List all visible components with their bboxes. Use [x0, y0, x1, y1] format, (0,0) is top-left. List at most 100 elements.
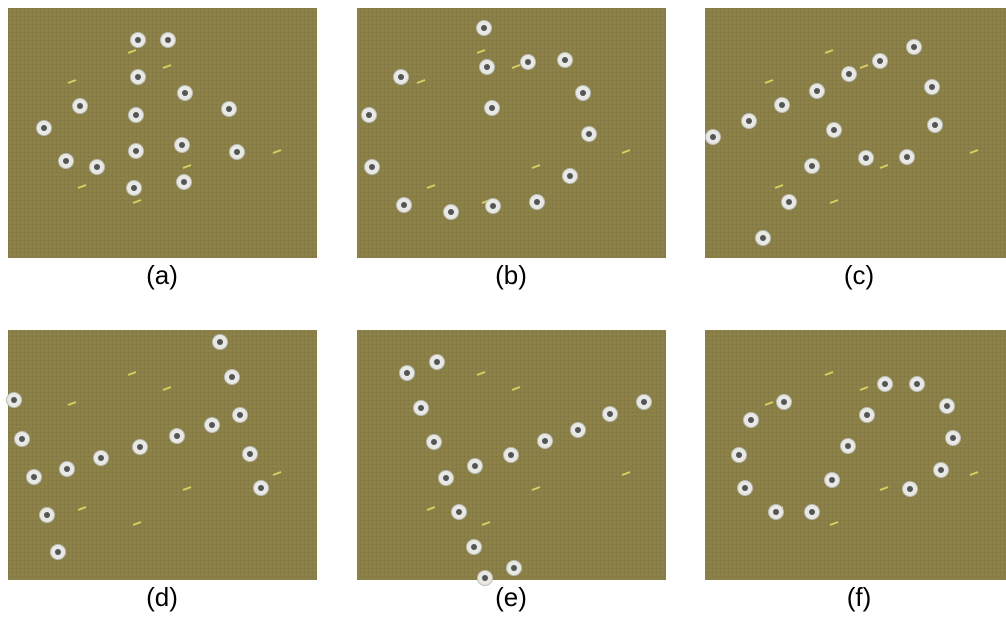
robot-center: [562, 57, 568, 63]
photo: [8, 330, 317, 580]
robot-center: [182, 90, 188, 96]
robot-center: [586, 131, 592, 137]
photo: [705, 330, 1006, 580]
robot-center: [575, 427, 581, 433]
robot-center: [511, 565, 517, 571]
robot-center: [366, 112, 372, 118]
robot-center: [55, 549, 61, 555]
robot-center: [181, 179, 187, 185]
panel-caption: (d): [146, 582, 178, 612]
robot-center: [607, 411, 613, 417]
robot-center: [786, 199, 792, 205]
photo: [705, 8, 1006, 258]
robot-center: [882, 381, 888, 387]
robot-center: [914, 381, 920, 387]
panel: (a): [8, 8, 317, 290]
robot-center: [398, 74, 404, 80]
robot-center: [863, 155, 869, 161]
robot-center: [809, 509, 815, 515]
robot-center: [542, 438, 548, 444]
robot-center: [401, 202, 407, 208]
robot-center: [877, 58, 883, 64]
robot-center: [781, 399, 787, 405]
robot-center: [131, 185, 137, 191]
robot-center: [226, 106, 232, 112]
robot-center: [484, 64, 490, 70]
panel: (c): [705, 8, 1006, 290]
robot-center: [932, 122, 938, 128]
panel: (f): [705, 330, 1006, 612]
robot-center: [760, 235, 766, 241]
robot-center: [135, 74, 141, 80]
robot-center: [773, 509, 779, 515]
robot-center: [482, 575, 488, 581]
robot-center: [443, 475, 449, 481]
robot-center: [237, 412, 243, 418]
photo: [357, 8, 666, 258]
robot-center: [174, 433, 180, 439]
panel-caption: (c): [844, 260, 874, 290]
panel-caption: (b): [495, 260, 527, 290]
robot-center: [490, 203, 496, 209]
robot-center: [11, 397, 17, 403]
robot-center: [434, 359, 440, 365]
robot-center: [77, 103, 83, 109]
robot-center: [904, 154, 910, 160]
robot-center: [472, 463, 478, 469]
robot-center: [404, 370, 410, 376]
robot-center: [742, 485, 748, 491]
robot-center: [929, 84, 935, 90]
robot-center: [809, 163, 815, 169]
robot-center: [64, 466, 70, 472]
robot-center: [746, 118, 752, 124]
robot-center: [94, 164, 100, 170]
robot-center: [369, 164, 375, 170]
robot-center: [41, 125, 47, 131]
robot-center: [44, 512, 50, 518]
robot-center: [456, 509, 462, 515]
robot-center: [779, 102, 785, 108]
robot-center: [710, 134, 716, 140]
robot-center: [846, 71, 852, 77]
robot-center: [567, 173, 573, 179]
robot-center: [525, 59, 531, 65]
robot-center: [471, 544, 477, 550]
figure: (a) (b) (c) (d) (e) (f): [0, 0, 1006, 618]
robot-center: [31, 474, 37, 480]
robot-center: [229, 374, 235, 380]
robot-center: [137, 444, 143, 450]
robot-center: [845, 443, 851, 449]
robot-center: [234, 149, 240, 155]
robot-center: [831, 127, 837, 133]
robot-center: [179, 142, 185, 148]
robot-center: [165, 37, 171, 43]
robot-center: [217, 339, 223, 345]
robot-center: [135, 37, 141, 43]
robot-center: [864, 412, 870, 418]
robot-center: [448, 209, 454, 215]
robot-center: [63, 158, 69, 164]
robot-center: [911, 44, 917, 50]
panel: (b): [357, 8, 666, 290]
robot-center: [19, 436, 25, 442]
robot-center: [641, 399, 647, 405]
panel: (d): [7, 330, 318, 612]
robot-center: [431, 439, 437, 445]
robot-center: [247, 451, 253, 457]
robot-center: [938, 467, 944, 473]
robot-center: [534, 199, 540, 205]
robot-center: [133, 112, 139, 118]
robot-center: [748, 417, 754, 423]
robot-center: [98, 455, 104, 461]
robot-center: [907, 486, 913, 492]
robot-center: [418, 405, 424, 411]
robot-center: [944, 403, 950, 409]
robot-center: [209, 422, 215, 428]
panel-caption: (a): [146, 260, 178, 290]
robot-center: [133, 148, 139, 154]
panel-caption: (e): [495, 582, 527, 612]
robot-center: [950, 435, 956, 441]
robot-center: [489, 105, 495, 111]
panel: (e): [357, 330, 666, 612]
robot-center: [481, 25, 487, 31]
